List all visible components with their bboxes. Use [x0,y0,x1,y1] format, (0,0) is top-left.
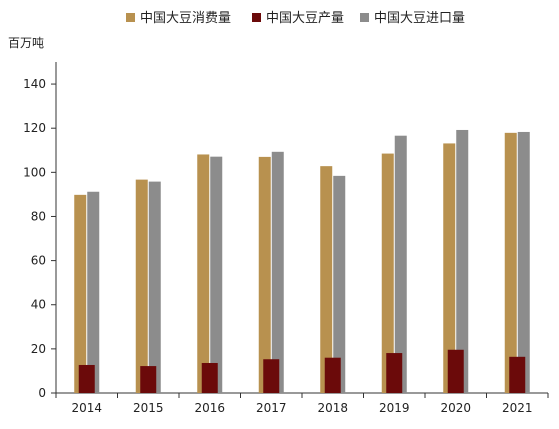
x-tick-label: 2019 [379,401,410,415]
bar-production [324,357,341,393]
bar-production [263,359,280,393]
bars [74,129,530,394]
legend-label: 中国大豆进口量 [374,11,465,26]
bar-production [201,362,218,393]
x-tick-label: 2021 [502,401,533,415]
bar-production [509,356,526,393]
x-tick-label: 2014 [71,401,102,415]
y-axis: 0 20 40 60 80 100 120 140 [23,62,57,400]
bar-import [456,129,469,393]
bar-consumption [381,153,394,393]
bar-production [447,349,464,393]
x-tick-label: 2016 [194,401,225,415]
y-tick-label: 20 [31,342,46,356]
bar-import [333,175,346,393]
bar-import [210,156,223,393]
bar-import [87,191,100,393]
bar-import [148,181,161,393]
bar-consumption [197,154,210,393]
x-tick-label: 2015 [133,401,164,415]
y-tick-label: 140 [23,77,46,91]
bar-consumption [74,194,87,393]
y-tick-label: 40 [31,298,46,312]
bar-import [517,131,530,393]
legend-label: 中国大豆消费量 [140,11,231,26]
bar-consumption [258,156,271,393]
y-tick-label: 60 [31,254,46,268]
legend-label: 中国大豆产量 [266,11,344,26]
bar-import [394,135,407,393]
y-tick-label: 80 [31,209,46,223]
legend-swatch [360,13,369,22]
legend-swatch [126,13,135,22]
bar-import [271,151,284,393]
bar-consumption [443,143,456,393]
legend-swatch [252,13,261,22]
bar-consumption [135,179,148,393]
bar-production [78,364,95,393]
y-tick-label: 100 [23,165,46,179]
legend: 中国大豆消费量 中国大豆产量 中国大豆进口量 [126,11,465,26]
x-tick-label: 2017 [256,401,287,415]
bar-consumption [504,132,517,394]
bar-production [140,366,157,393]
bar-consumption [320,166,333,393]
x-tick-label: 2020 [440,401,471,415]
bar-production [386,353,403,393]
y-tick-label: 120 [23,121,46,135]
y-tick-label: 0 [38,386,46,400]
x-tick-label: 2018 [317,401,348,415]
y-unit-label: 百万吨 [8,36,44,50]
x-axis: 2014 2015 2016 2017 2018 2019 2020 2021 [55,392,549,415]
